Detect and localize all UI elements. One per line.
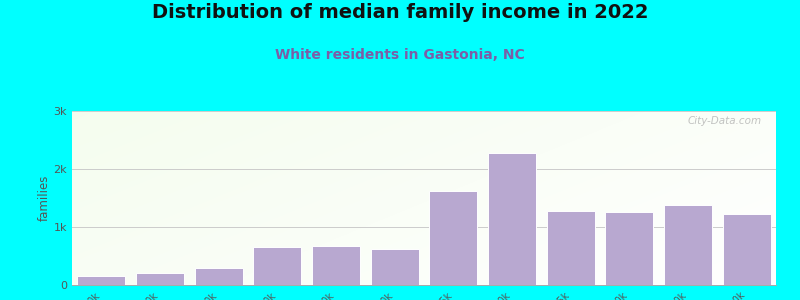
- Bar: [370, 249, 418, 285]
- Bar: [78, 276, 126, 285]
- Bar: [136, 273, 184, 285]
- Bar: [722, 214, 770, 285]
- Bar: [664, 205, 712, 285]
- Bar: [254, 247, 302, 285]
- Bar: [430, 191, 478, 285]
- Text: White residents in Gastonia, NC: White residents in Gastonia, NC: [275, 48, 525, 62]
- Bar: [546, 211, 594, 285]
- Bar: [194, 268, 242, 285]
- Bar: [606, 212, 654, 285]
- Y-axis label: families: families: [38, 175, 50, 221]
- Bar: [312, 246, 360, 285]
- Bar: [488, 153, 536, 285]
- Text: City-Data.com: City-Data.com: [688, 116, 762, 126]
- Text: Distribution of median family income in 2022: Distribution of median family income in …: [152, 3, 648, 22]
